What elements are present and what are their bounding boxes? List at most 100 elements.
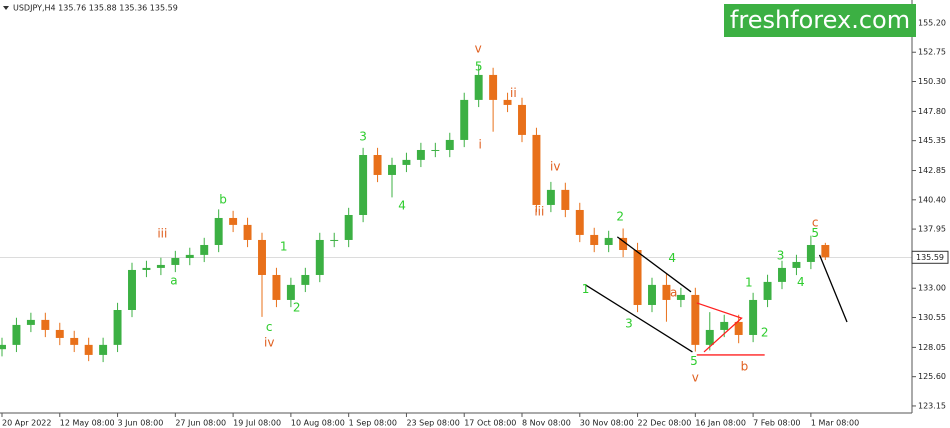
wave-label: 3 [359, 130, 367, 144]
candle-body [474, 74, 483, 100]
candle-body [561, 189, 570, 210]
candle-body [286, 284, 295, 300]
x-tick-label: 22 Dec 08:00 [638, 419, 692, 428]
candle-body [26, 319, 35, 325]
wave-label: 5 [811, 226, 819, 240]
candle-body [662, 284, 671, 300]
wave-label: iii [534, 204, 544, 218]
wave-label: b [741, 360, 749, 374]
candle-body [214, 217, 223, 245]
trendline [585, 284, 693, 353]
candle-body [258, 239, 266, 275]
candle-body [200, 244, 209, 255]
candle-body [676, 294, 685, 300]
wave-label: 1 [280, 240, 288, 254]
x-tick-label: 1 Mar 08:00 [811, 419, 859, 428]
candle-body [532, 134, 541, 205]
candle-body [604, 237, 613, 245]
candle-body [749, 299, 758, 335]
candle-body [113, 309, 122, 345]
x-tick-label: 23 Sep 08:00 [406, 419, 459, 428]
wave-label: iv [550, 159, 560, 173]
wave-label: 4 [797, 275, 805, 289]
wave-label: 2 [293, 300, 301, 314]
candle-body [55, 329, 64, 338]
y-tick-label: 155.20 [918, 18, 946, 27]
wave-label: 2 [761, 326, 769, 340]
wave-label: 4 [668, 251, 676, 265]
x-tick-label: 3 Jun 08:00 [118, 419, 164, 428]
candle-body [806, 244, 815, 262]
candle-body [821, 244, 830, 258]
candle-body [0, 344, 6, 350]
candle-body [705, 329, 714, 345]
y-tick-label: 133.00 [918, 284, 946, 293]
x-tick-label: 16 Jan 08:00 [695, 419, 746, 428]
candle-body [445, 139, 454, 150]
wave-label: v [692, 370, 699, 384]
candle-body [734, 321, 743, 335]
y-tick-label: 145.35 [918, 136, 946, 145]
candle-body [272, 274, 281, 300]
candle-body [778, 267, 786, 282]
trendline [616, 236, 692, 293]
y-tick-label: 128.05 [918, 343, 946, 352]
wave-label: c [266, 320, 273, 334]
candle-body [792, 261, 801, 268]
candle-body [388, 164, 396, 175]
y-tick-label: 137.95 [918, 225, 946, 234]
candle-body [315, 239, 324, 275]
wave-label: 2 [616, 210, 624, 224]
trendline [818, 254, 848, 323]
logo-box [724, 4, 916, 37]
trendline [696, 302, 743, 353]
candle-body [330, 239, 339, 241]
wave-label: 3 [777, 248, 785, 262]
candle-body [518, 104, 526, 135]
x-tick-label: 20 Apr 2022 [2, 419, 51, 428]
candle-body [301, 274, 310, 285]
wave-label: 5 [690, 354, 698, 368]
candle-body [373, 155, 382, 175]
candle-body [84, 344, 93, 355]
candle-body [416, 149, 425, 160]
candle-body [99, 344, 108, 355]
x-tick-label: 8 Nov 08:00 [522, 419, 571, 428]
candle-body [70, 337, 79, 345]
wave-label: 4 [398, 198, 406, 212]
wave-label: 3 [625, 317, 633, 331]
candle-body [185, 254, 194, 259]
candle-body [575, 209, 584, 235]
x-tick-label: 30 Nov 08:00 [580, 419, 634, 428]
candle-body [763, 281, 772, 300]
plot-area: 155.20 152.75 150.30 147.80 145.35 142.85 140.… [0, 18, 946, 428]
candle-body [142, 267, 151, 270]
candle-body [460, 99, 469, 140]
wave-label: ii [510, 86, 517, 100]
candle-body [489, 74, 498, 100]
y-tick-label: 125.60 [918, 372, 946, 381]
candle-body [503, 99, 512, 105]
wave-label: 5 [475, 60, 483, 74]
x-tick-label: 12 May 08:00 [60, 419, 115, 428]
logo: freshforex.com [730, 6, 910, 34]
candle-body [648, 284, 656, 305]
candle-body [171, 258, 180, 265]
candle-body [720, 321, 729, 330]
last-price-label: 135.59 [916, 253, 944, 262]
candle-body [156, 264, 165, 268]
x-tick-label: 17 Oct 08:00 [464, 419, 516, 428]
candle-body [546, 189, 555, 205]
candle-body [359, 155, 368, 215]
candle-body [633, 250, 642, 305]
wave-label: 1 [745, 275, 753, 289]
y-tick-label: 142.85 [918, 166, 946, 175]
wave-label: iii [157, 226, 167, 240]
wave-label: c [812, 216, 819, 230]
x-tick-label: 1 Sep 08:00 [349, 419, 397, 428]
candle-body [402, 159, 411, 165]
y-tick-label: 152.75 [918, 48, 946, 57]
y-tick-label: 147.80 [918, 107, 946, 116]
